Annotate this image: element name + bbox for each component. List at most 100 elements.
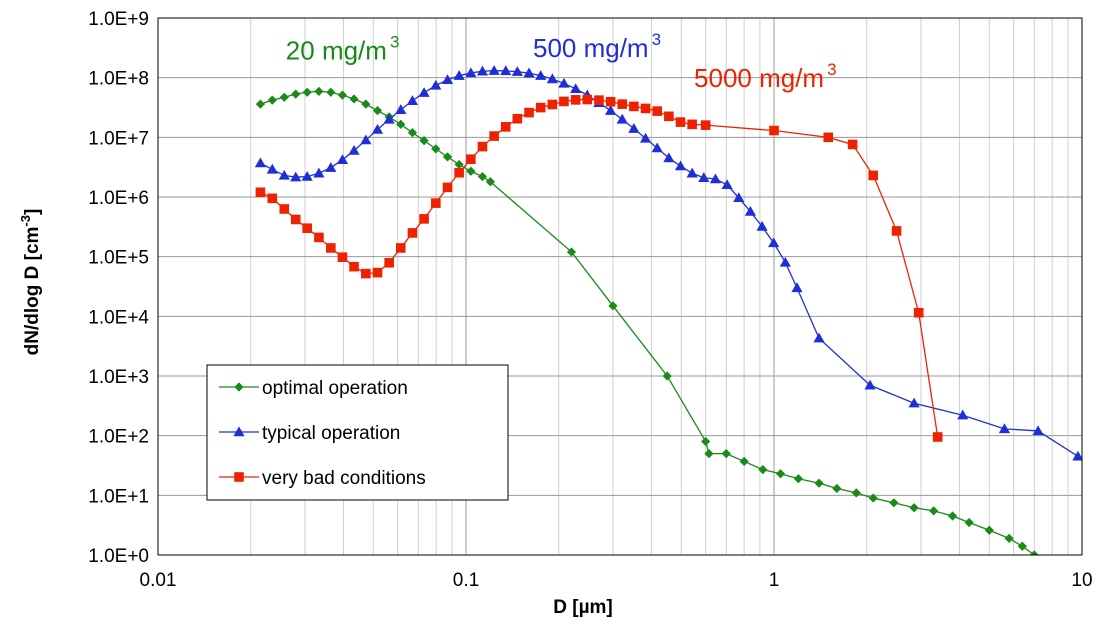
data-point (570, 95, 581, 105)
data-point (349, 94, 359, 104)
data-point (489, 131, 499, 141)
y-tick-label: 1.0E+9 (88, 9, 149, 30)
data-point (325, 162, 337, 172)
data-point (535, 70, 547, 80)
data-point (254, 157, 266, 168)
data-point (616, 113, 628, 124)
y-axis-title-sup: -3 (18, 215, 33, 227)
data-point (384, 257, 394, 268)
data-point (1072, 450, 1082, 461)
grid (158, 18, 1082, 555)
y-tick-label: 1.0E+5 (88, 248, 149, 269)
data-point (279, 204, 290, 214)
data-point (1032, 425, 1044, 436)
data-point (675, 117, 686, 127)
data-point (868, 493, 878, 503)
data-point (360, 134, 372, 145)
data-point (395, 104, 407, 114)
data-point (651, 142, 663, 153)
data-point (628, 123, 640, 133)
data-point (909, 503, 919, 513)
data-point (371, 123, 384, 134)
data-point (891, 226, 902, 236)
series-line (260, 98, 939, 438)
data-point (864, 379, 876, 390)
data-point (700, 120, 711, 130)
data-point (302, 87, 312, 97)
data-point (733, 192, 745, 202)
data-point (721, 179, 733, 190)
x-axis-title: D [µm] (553, 597, 613, 618)
data-point (1095, 466, 1104, 476)
data-point (1004, 533, 1014, 543)
series-annotation: 5000 mg/m 3 (694, 60, 837, 93)
annotations: 20 mg/m 3 500 mg/m 3 5000 mg/m 3 (286, 30, 837, 93)
data-point (851, 488, 861, 498)
data-point (290, 214, 301, 225)
data-point (407, 228, 418, 238)
data-point (313, 167, 325, 178)
data-point (291, 89, 301, 99)
data-point (267, 95, 277, 105)
data-point (814, 478, 824, 488)
data-point (314, 232, 324, 243)
data-point (889, 498, 899, 508)
data-point (255, 99, 265, 109)
data-point (488, 65, 500, 75)
data-point (640, 103, 651, 114)
data-point (512, 113, 523, 124)
data-point (823, 132, 834, 143)
data-point (984, 525, 994, 535)
series-0 (255, 86, 1039, 555)
data-point (290, 171, 302, 182)
data-point (768, 237, 780, 248)
data-point (639, 132, 652, 143)
data-point (348, 144, 360, 155)
plot-frame (157, 17, 1083, 556)
data-point (407, 128, 418, 138)
data-point (349, 261, 359, 272)
data-point (524, 107, 534, 118)
data-point (361, 268, 371, 279)
data-point (431, 144, 441, 154)
data-point (791, 282, 803, 293)
data-point (535, 102, 546, 113)
data-point (372, 267, 383, 278)
data-point (559, 96, 569, 107)
data-point (418, 87, 430, 97)
data-point (466, 154, 476, 165)
legend-item: typical operation (219, 423, 400, 444)
data-point (608, 301, 618, 311)
series-2 (255, 94, 943, 442)
data-point (337, 252, 348, 262)
data-point (302, 223, 312, 233)
data-point (523, 67, 535, 78)
data-point (686, 167, 698, 178)
data-point (605, 96, 616, 107)
data-point (466, 166, 476, 176)
data-point (758, 464, 768, 475)
legend-items: optimal operation typical operation very b… (219, 378, 426, 489)
data-point (698, 172, 710, 182)
data-point (947, 511, 958, 521)
y-tick-labels: 1.0E+0 1.0E+1 1.0E+2 1.0E+3 1.0E+4 1.0E+5 1.0E… (88, 9, 149, 567)
data-point (511, 66, 523, 76)
data-point (739, 456, 749, 467)
data-point (652, 106, 662, 116)
data-point (406, 95, 419, 105)
legend-label: typical operation (262, 423, 400, 444)
data-point (442, 152, 453, 162)
data-point (279, 92, 289, 102)
data-point (477, 171, 488, 182)
series-annotation: 20 mg/m 3 (286, 33, 400, 66)
data-point (500, 122, 511, 132)
data-point (453, 70, 465, 80)
data-point (775, 469, 786, 479)
legend-marker (234, 382, 244, 392)
data-point (558, 77, 570, 88)
data-point (793, 474, 803, 484)
y-tick-label: 1.0E+3 (88, 367, 149, 388)
data-point (419, 214, 429, 224)
legend-label: very bad conditions (262, 468, 426, 489)
